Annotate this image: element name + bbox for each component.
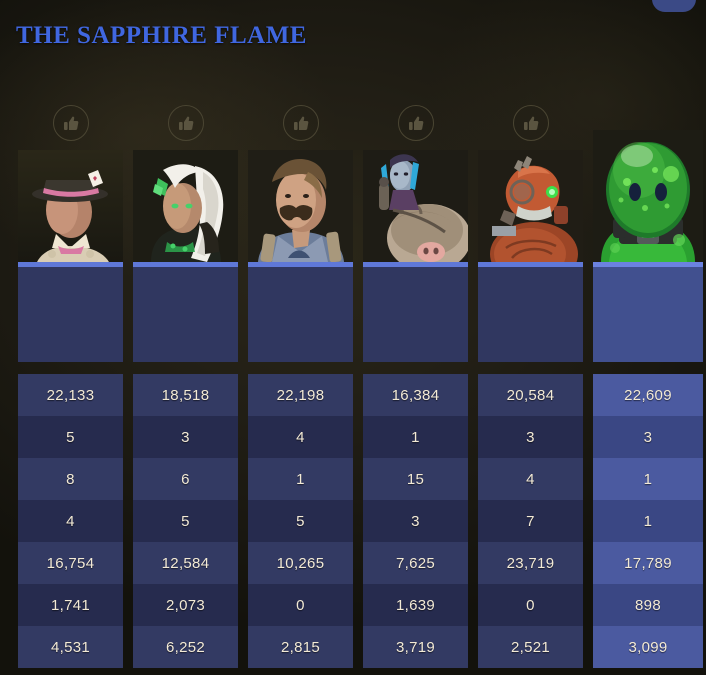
stat-cell: 1,741 [18, 584, 123, 626]
stat-cell: 1 [363, 416, 468, 458]
like-button-slot [18, 95, 123, 150]
stat-cell: 4 [18, 500, 123, 542]
stat-cell: 5 [133, 500, 238, 542]
stat-cell: 0 [248, 584, 353, 626]
character-stats: 20,584 3 4 7 23,719 0 2,521 [478, 374, 583, 668]
like-button-slot [363, 95, 468, 150]
stat-cell: 4 [248, 416, 353, 458]
stat-cell: 16,384 [363, 374, 468, 416]
character-column[interactable]: 20,584 3 4 7 23,719 0 2,521 [478, 95, 583, 675]
character-column[interactable]: 22,133 5 8 4 16,754 1,741 4,531 [18, 95, 123, 675]
character-info-panel[interactable] [248, 262, 353, 362]
character-column[interactable]: 18,518 3 6 5 12,584 2,073 6,252 [133, 95, 238, 675]
character-stats: 22,609 3 1 1 17,789 898 3,099 [593, 374, 703, 668]
stat-cell: 22,198 [248, 374, 353, 416]
stat-cell: 7,625 [363, 542, 468, 584]
page-title: THE SAPPHIRE FLAME [16, 22, 307, 49]
stat-cell: 1,639 [363, 584, 468, 626]
character-portrait[interactable] [593, 130, 703, 262]
character-portrait[interactable] [18, 150, 123, 262]
character-info-panel[interactable] [133, 262, 238, 362]
character-column[interactable]: 22,198 4 1 5 10,265 0 2,815 [248, 95, 353, 675]
stat-cell: 898 [593, 584, 703, 626]
stat-cell: 18,518 [133, 374, 238, 416]
stat-cell: 4 [478, 458, 583, 500]
character-info-panel[interactable] [363, 262, 468, 362]
stat-cell: 15 [363, 458, 468, 500]
stat-cell: 2,521 [478, 626, 583, 668]
character-stats: 22,198 4 1 5 10,265 0 2,815 [248, 374, 353, 668]
thumbs-up-icon[interactable] [512, 104, 549, 141]
stat-cell: 4,531 [18, 626, 123, 668]
stat-cell: 17,789 [593, 542, 703, 584]
character-stats: 22,133 5 8 4 16,754 1,741 4,531 [18, 374, 123, 668]
character-portrait[interactable] [363, 150, 468, 262]
character-portrait[interactable] [133, 150, 238, 262]
stat-cell: 23,719 [478, 542, 583, 584]
stat-cell: 8 [18, 458, 123, 500]
stat-cell: 1 [593, 500, 703, 542]
stat-cell: 10,265 [248, 542, 353, 584]
stat-cell: 5 [18, 416, 123, 458]
character-column[interactable]: 22,609 3 1 1 17,789 898 3,099 [593, 95, 703, 675]
stat-cell: 3 [593, 416, 703, 458]
character-column[interactable]: 16,384 1 15 3 7,625 1,639 3,719 [363, 95, 468, 675]
rounded-pill-badge-icon[interactable] [652, 0, 696, 12]
character-portrait[interactable] [478, 150, 583, 262]
stat-cell: 1 [593, 458, 703, 500]
stat-cell: 3 [478, 416, 583, 458]
stat-cell: 5 [248, 500, 353, 542]
stat-cell: 2,815 [248, 626, 353, 668]
like-button-slot [478, 95, 583, 150]
character-stats: 16,384 1 15 3 7,625 1,639 3,719 [363, 374, 468, 668]
thumbs-up-icon[interactable] [52, 104, 89, 141]
stat-cell: 22,609 [593, 374, 703, 416]
stat-cell: 7 [478, 500, 583, 542]
stat-cell: 0 [478, 584, 583, 626]
character-info-panel[interactable] [18, 262, 123, 362]
thumbs-up-icon[interactable] [397, 104, 434, 141]
character-info-panel[interactable] [478, 262, 583, 362]
stat-cell: 16,754 [18, 542, 123, 584]
stat-cell: 3,719 [363, 626, 468, 668]
character-stats: 18,518 3 6 5 12,584 2,073 6,252 [133, 374, 238, 668]
stat-cell: 22,133 [18, 374, 123, 416]
stat-cell: 20,584 [478, 374, 583, 416]
stat-cell: 1 [248, 458, 353, 500]
character-roster: 22,133 5 8 4 16,754 1,741 4,531 18,518 3 6 5 12,58… [18, 95, 703, 675]
stat-cell: 6,252 [133, 626, 238, 668]
character-portrait[interactable] [248, 150, 353, 262]
stat-cell: 3,099 [593, 626, 703, 668]
stat-cell: 3 [133, 416, 238, 458]
stat-cell: 12,584 [133, 542, 238, 584]
stat-cell: 6 [133, 458, 238, 500]
like-button-slot [248, 95, 353, 150]
thumbs-up-icon[interactable] [282, 104, 319, 141]
stat-cell: 3 [363, 500, 468, 542]
stat-cell: 2,073 [133, 584, 238, 626]
character-info-panel[interactable] [593, 262, 703, 362]
like-button-slot [133, 95, 238, 150]
thumbs-up-icon[interactable] [167, 104, 204, 141]
